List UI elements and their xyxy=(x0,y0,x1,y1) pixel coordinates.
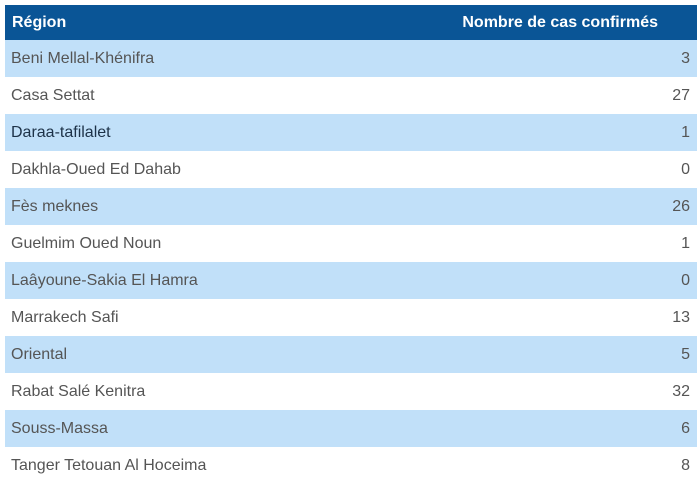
region-cell: Casa Settat xyxy=(11,86,95,104)
cases-cell: 3 xyxy=(681,49,690,67)
cases-cell: 8 xyxy=(681,456,690,474)
table-row: Laâyoune-Sakia El Hamra 0 xyxy=(5,262,697,299)
region-cell: Rabat Salé Kenitra xyxy=(11,382,146,400)
cases-cell: 1 xyxy=(681,234,690,252)
region-cell: Daraa-tafilalet xyxy=(11,123,111,141)
region-cell: Guelmim Oued Noun xyxy=(11,234,162,252)
table-row: Souss-Massa 6 xyxy=(5,410,697,447)
table-row: Tanger Tetouan Al Hoceima 8 xyxy=(5,447,697,484)
region-cell: Dakhla-Oued Ed Dahab xyxy=(11,160,181,178)
table-row: Dakhla-Oued Ed Dahab 0 xyxy=(5,151,697,188)
table-row: Oriental 5 xyxy=(5,336,697,373)
region-cell: Oriental xyxy=(11,345,68,363)
cases-cell: 27 xyxy=(672,86,690,104)
table-body: Beni Mellal-Khénifra 3 Casa Settat 27 Da… xyxy=(5,40,697,484)
cases-cell: 32 xyxy=(672,382,690,400)
cases-cell: 13 xyxy=(672,308,690,326)
region-cell: Fès meknes xyxy=(11,197,99,215)
table-row: Guelmim Oued Noun 1 xyxy=(5,225,697,262)
table-row: Fès meknes 26 xyxy=(5,188,697,225)
cases-table: Région Nombre de cas confirmés Beni Mell… xyxy=(5,5,697,484)
region-cell: Souss-Massa xyxy=(11,419,108,437)
region-cell: Marrakech Safi xyxy=(11,308,119,326)
region-cell: Beni Mellal-Khénifra xyxy=(11,49,155,67)
cases-cell: 6 xyxy=(681,419,690,437)
header-region: Région xyxy=(12,13,67,31)
cases-cell: 0 xyxy=(681,160,690,178)
table-header: Région Nombre de cas confirmés xyxy=(5,5,697,40)
table-row: Daraa-tafilalet 1 xyxy=(5,114,697,151)
table-row: Marrakech Safi 13 xyxy=(5,299,697,336)
table-row: Beni Mellal-Khénifra 3 xyxy=(5,40,697,77)
table-row: Casa Settat 27 xyxy=(5,77,697,114)
table-row: Rabat Salé Kenitra 32 xyxy=(5,373,697,410)
region-cell: Laâyoune-Sakia El Hamra xyxy=(11,271,198,289)
cases-cell: 5 xyxy=(681,345,690,363)
cases-cell: 26 xyxy=(672,197,690,215)
cases-cell: 1 xyxy=(681,123,690,141)
region-cell: Tanger Tetouan Al Hoceima xyxy=(11,456,207,474)
cases-cell: 0 xyxy=(681,271,690,289)
header-cases: Nombre de cas confirmés xyxy=(462,13,658,31)
